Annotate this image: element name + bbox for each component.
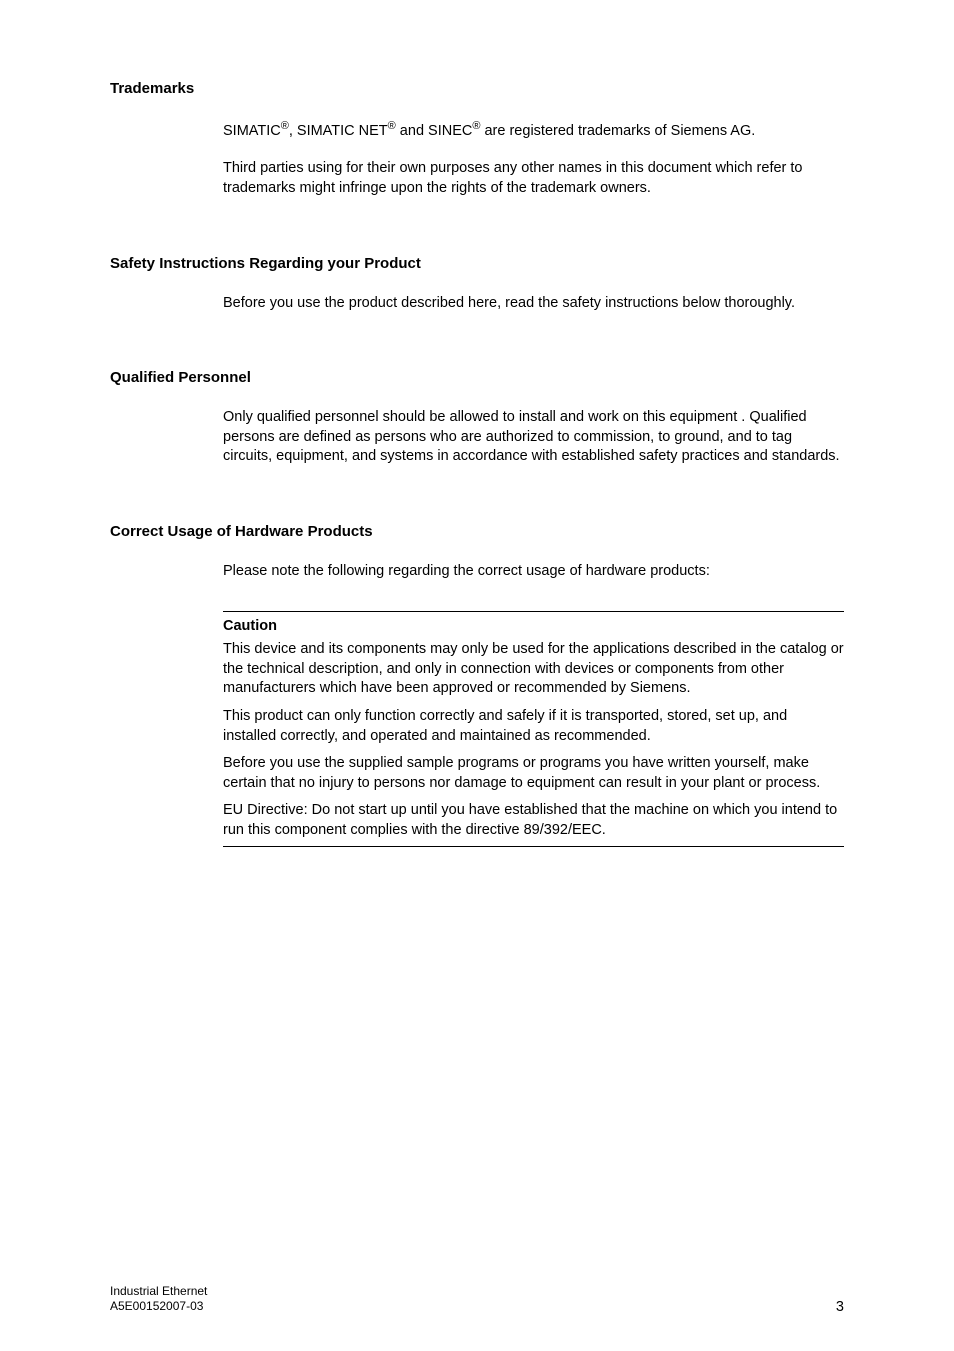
heading-qualified: Qualified Personnel <box>110 369 844 386</box>
caution-label: Caution <box>223 618 844 634</box>
reg-icon-2: ® <box>388 120 396 132</box>
tm-text-1: SIMATIC <box>223 123 281 139</box>
tm-text-2: , SIMATIC NET <box>289 123 388 139</box>
caution-p1: This device and its components may only … <box>223 640 844 699</box>
caution-p2: This product can only function correctly… <box>223 707 844 746</box>
page-number: 3 <box>836 1299 844 1315</box>
footer-line2: A5E00152007-03 <box>110 1299 207 1315</box>
safety-p1: Before you use the product described her… <box>223 294 844 314</box>
trademarks-p1: SIMATIC®, SIMATIC NET® and SINEC® are re… <box>223 119 844 141</box>
tm-text-4: are registered trademarks of Siemens AG. <box>480 123 755 139</box>
footer-left: Industrial Ethernet A5E00152007-03 <box>110 1284 207 1315</box>
correct-usage-p1: Please note the following regarding the … <box>223 562 844 582</box>
caution-box: Caution This device and its components m… <box>223 611 844 847</box>
heading-correct-usage: Correct Usage of Hardware Products <box>110 523 844 540</box>
qualified-p1: Only qualified personnel should be allow… <box>223 408 844 467</box>
caution-p3: Before you use the supplied sample progr… <box>223 754 844 793</box>
heading-safety: Safety Instructions Regarding your Produ… <box>110 255 844 272</box>
footer-line1: Industrial Ethernet <box>110 1284 207 1300</box>
heading-trademarks: Trademarks <box>110 80 844 97</box>
tm-text-3: and SINEC <box>396 123 473 139</box>
reg-icon-1: ® <box>281 120 289 132</box>
caution-p4: EU Directive: Do not start up until you … <box>223 801 844 840</box>
trademarks-p2: Third parties using for their own purpos… <box>223 159 844 198</box>
